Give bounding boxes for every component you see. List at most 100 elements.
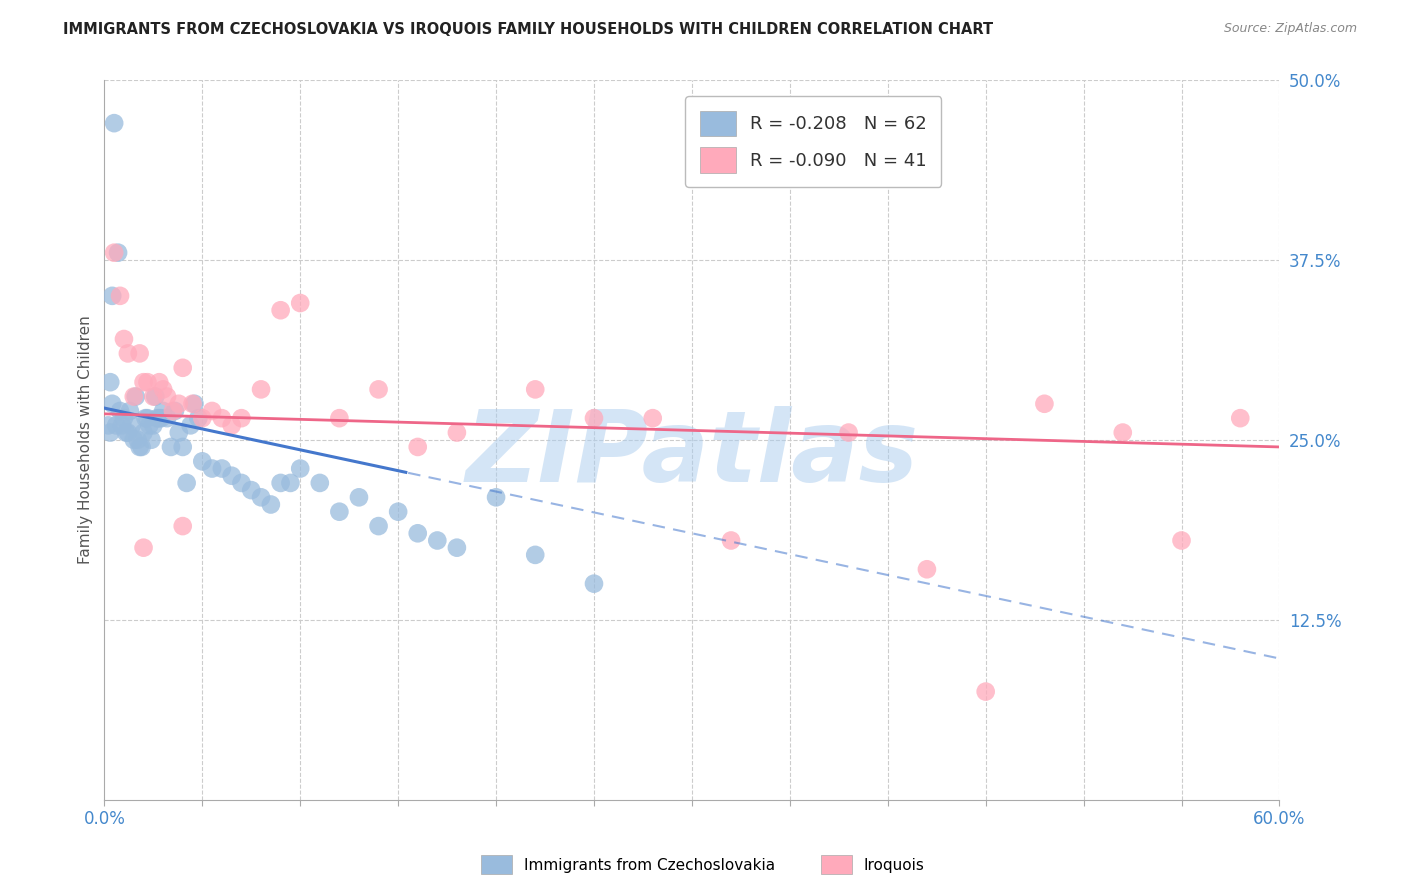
Point (191, 411, 214, 425)
Point (328, 505, 350, 519)
Point (176, 475, 198, 490)
Point (132, 541, 155, 555)
Point (122, 390, 145, 404)
Point (485, 491, 508, 505)
Point (128, 440, 150, 454)
Point (211, 411, 233, 425)
Point (101, 397, 124, 411)
Point (250, 383, 273, 397)
Point (148, 411, 170, 425)
Point (117, 425, 139, 440)
Point (231, 475, 253, 490)
Point (156, 390, 179, 404)
Point (915, 562, 938, 576)
Point (446, 425, 468, 440)
Point (180, 418, 202, 433)
Point (1033, 397, 1056, 411)
Point (134, 411, 156, 425)
Text: ZIPatlas: ZIPatlas (465, 406, 918, 503)
Point (367, 383, 389, 397)
Point (290, 296, 312, 310)
Point (108, 404, 131, 418)
Point (250, 491, 273, 505)
Point (280, 475, 302, 490)
Legend: R = -0.208   N = 62, R = -0.090   N = 41: R = -0.208 N = 62, R = -0.090 N = 41 (685, 96, 942, 187)
Point (152, 383, 174, 397)
Point (582, 411, 605, 425)
Point (172, 440, 194, 454)
Point (1229, 411, 1251, 425)
Point (152, 404, 174, 418)
Point (167, 425, 190, 440)
Point (122, 433, 145, 447)
Point (172, 519, 194, 533)
Point (838, 425, 860, 440)
Point (308, 475, 330, 490)
Point (201, 404, 224, 418)
Point (163, 404, 186, 418)
Point (446, 541, 468, 555)
Point (328, 411, 350, 425)
Point (98, 375, 121, 389)
Point (582, 576, 605, 591)
Point (221, 468, 243, 483)
Point (1112, 425, 1135, 440)
Point (167, 397, 190, 411)
Point (426, 533, 449, 548)
Point (142, 390, 165, 404)
Point (97, 418, 120, 433)
Point (387, 505, 409, 519)
Text: IMMIGRANTS FROM CZECHOSLOVAKIA VS IROQUOIS FAMILY HOUSEHOLDS WITH CHILDREN CORRE: IMMIGRANTS FROM CZECHOSLOVAKIA VS IROQUO… (63, 22, 994, 37)
Point (98, 425, 121, 440)
Point (131, 440, 153, 454)
Point (136, 375, 159, 389)
Point (270, 303, 292, 318)
Point (191, 454, 214, 468)
Point (172, 360, 194, 375)
Point (150, 411, 173, 425)
Point (148, 375, 170, 389)
Point (367, 519, 389, 533)
Point (101, 289, 124, 303)
Point (1170, 533, 1192, 548)
Point (125, 390, 148, 404)
Point (211, 461, 233, 475)
Point (128, 346, 150, 360)
Point (524, 548, 547, 562)
Point (121, 418, 143, 433)
Point (118, 404, 141, 418)
Point (156, 411, 179, 425)
Point (107, 245, 129, 260)
Point (132, 425, 155, 440)
Point (136, 411, 159, 425)
Point (162, 404, 184, 418)
Point (115, 425, 138, 440)
Point (117, 346, 139, 360)
Point (105, 418, 128, 433)
Point (103, 116, 125, 130)
Point (160, 440, 183, 454)
Point (183, 397, 205, 411)
Point (270, 475, 292, 490)
Point (974, 684, 997, 698)
Point (231, 411, 253, 425)
Y-axis label: Family Households with Children: Family Households with Children (79, 316, 93, 564)
Point (641, 411, 664, 425)
Point (112, 411, 135, 425)
Point (111, 418, 134, 433)
Point (406, 440, 429, 454)
Point (112, 332, 135, 346)
Legend: Immigrants from Czechoslovakia, Iroquois: Immigrants from Czechoslovakia, Iroquois (475, 849, 931, 880)
Point (201, 461, 224, 475)
Point (260, 498, 283, 512)
Point (138, 418, 160, 433)
Text: Source: ZipAtlas.com: Source: ZipAtlas.com (1223, 22, 1357, 36)
Point (132, 375, 155, 389)
Point (290, 461, 312, 475)
Point (143, 390, 166, 404)
Point (146, 411, 169, 425)
Point (221, 418, 243, 433)
Point (141, 433, 163, 447)
Point (103, 245, 125, 260)
Point (406, 526, 429, 541)
